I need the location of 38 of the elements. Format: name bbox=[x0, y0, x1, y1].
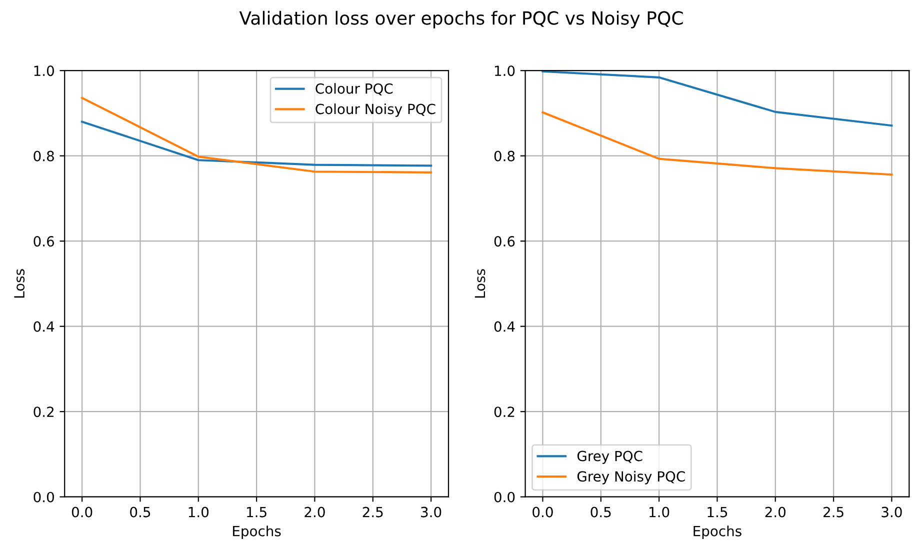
y-tick-label: 0.4 bbox=[34, 321, 54, 332]
chart-title: Validation loss over epochs for PQC vs Noisy PQC bbox=[239, 10, 683, 28]
x-tick-label: 3.0 bbox=[882, 506, 902, 518]
y-tick-label: 0.2 bbox=[34, 406, 54, 418]
y-tick-label: 1.0 bbox=[34, 66, 54, 76]
legend-label: Grey PQC bbox=[577, 450, 642, 464]
x-axis-title: Epochs bbox=[694, 526, 742, 540]
y-tick-label: 1.0 bbox=[494, 66, 515, 76]
y-tick-label: 0.0 bbox=[34, 492, 54, 502]
x-tick-label: 1.5 bbox=[708, 506, 728, 518]
x-tick-label: 2.5 bbox=[824, 506, 844, 518]
x-tick-label: 0.5 bbox=[130, 506, 150, 518]
x-tick-label: 0.0 bbox=[532, 506, 553, 518]
x-tick-label: 0.5 bbox=[590, 506, 611, 518]
y-tick-label: 0.6 bbox=[34, 236, 54, 247]
line-series bbox=[81, 120, 432, 167]
y-tick-label: 0.8 bbox=[34, 150, 54, 162]
line-series bbox=[542, 111, 893, 176]
y-tick-label: 0.6 bbox=[494, 236, 515, 247]
y-tick-label: 0.0 bbox=[494, 492, 515, 502]
legend-label: Grey Noisy PQC bbox=[577, 470, 685, 484]
line-series bbox=[542, 70, 893, 127]
legend-label: Colour Noisy PQC bbox=[316, 103, 436, 117]
y-tick-label: 0.2 bbox=[494, 406, 514, 418]
x-tick-label: 2.0 bbox=[765, 506, 786, 518]
x-tick-label: 0.0 bbox=[72, 506, 92, 518]
y-axis-title: Loss bbox=[14, 269, 25, 298]
x-axis-title: Epochs bbox=[233, 526, 281, 540]
x-tick-label: 3.0 bbox=[421, 506, 442, 518]
y-axis-title: Loss bbox=[474, 269, 486, 298]
x-tick-label: 1.0 bbox=[188, 506, 209, 518]
x-tick-label: 1.5 bbox=[247, 506, 266, 518]
y-tick-label: 0.4 bbox=[494, 321, 515, 332]
x-tick-label: 2.5 bbox=[362, 506, 383, 518]
y-tick-label: 0.8 bbox=[494, 150, 515, 162]
x-tick-label: 2.0 bbox=[304, 506, 325, 518]
legend-label: Colour PQC bbox=[316, 83, 393, 96]
x-tick-label: 1.0 bbox=[650, 506, 670, 518]
